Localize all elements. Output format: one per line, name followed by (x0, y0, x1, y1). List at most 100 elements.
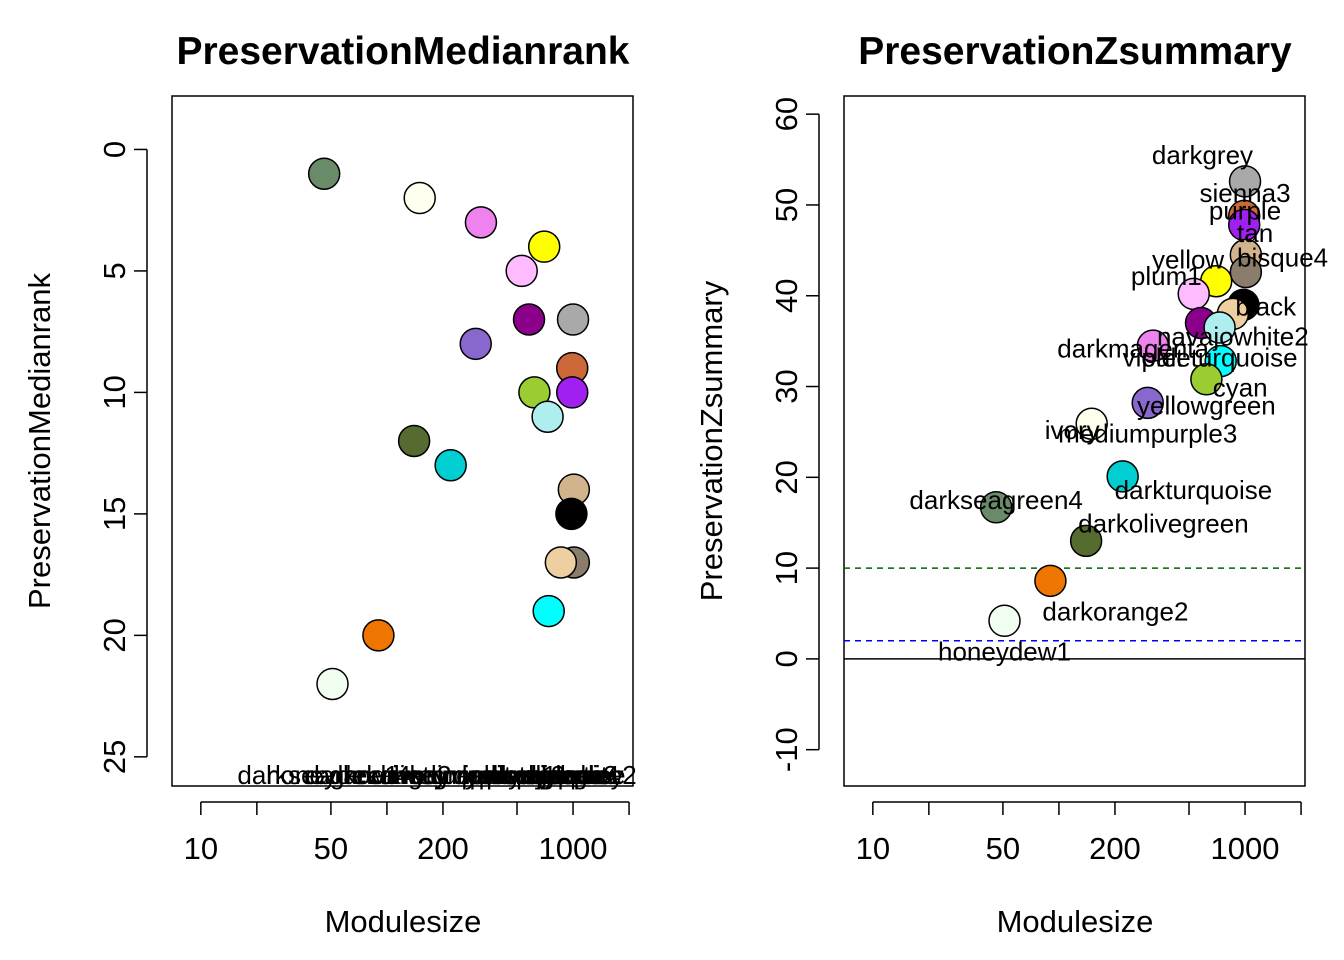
left-plot-frame (171, 95, 634, 787)
label-darkgrey: darkgrey (1152, 140, 1253, 170)
label-plum1: plum1 (1131, 261, 1202, 291)
y-tick-label: 20 (97, 618, 132, 652)
label-ivory: ivory (392, 760, 447, 790)
label-darkturquoise: darkturquoise (372, 760, 530, 790)
x-tick-label: 50 (314, 831, 348, 866)
point-mediumpurple3 (1131, 386, 1164, 420)
label-honeydew1: honeydew1 (266, 760, 399, 790)
left-chart-title: PreservationMedianrank (176, 30, 629, 73)
label-paleturquoise: paleturquoise (470, 760, 626, 790)
point-darkmagenta (512, 303, 546, 336)
right-y-axis: -10 0 10 20 30 40 50 60 (769, 97, 820, 772)
left-x-axis: 10 50 200 1000 (184, 801, 630, 866)
medianrank-panel: PreservationMedianrank Modulesize Preser… (22, 30, 637, 939)
point-honeydew1 (316, 667, 349, 701)
left-y-axis-label: PreservationMedianrank (22, 273, 57, 610)
y-tick-label: -10 (769, 727, 804, 772)
point-darkseagreen4 (307, 157, 341, 190)
label-ivory: ivory (1045, 415, 1100, 445)
label-darkmagenta: darkmagenta (453, 760, 605, 790)
y-tick-label: 30 (769, 369, 804, 403)
label-tan: tan (1237, 218, 1273, 248)
label-darkturquoise: darkturquoise (1115, 475, 1273, 505)
point-darkturquoise (434, 449, 467, 482)
label-sienna3: sienna3 (1199, 178, 1290, 208)
right-plot-frame (843, 95, 1306, 787)
point-violet (1136, 329, 1170, 362)
right-x-axis-label: Modulesize (997, 904, 1154, 939)
label-cyan: cyan (521, 760, 576, 790)
point-honeydew1 (988, 604, 1021, 638)
label-yellowgreen: yellowgreen (465, 760, 604, 790)
y-tick-label: 60 (769, 97, 804, 131)
point-bisque4 (1229, 255, 1263, 289)
right-reference-lines (844, 567, 1305, 660)
point-ivory (1075, 407, 1108, 440)
y-tick-label: 50 (769, 188, 804, 222)
point-mediumpurple3 (459, 327, 492, 361)
label-bisque4: bisque4 (528, 760, 619, 790)
label-darkolivegreen: darkolivegreen (329, 760, 500, 790)
label-navajowhite2: navajowhite2 (485, 760, 637, 790)
x-tick-label: 10 (184, 831, 218, 866)
left-y-axis: 0 5 10 15 20 25 (97, 141, 148, 774)
label-darkseagreen4: darkseagreen4 (909, 485, 1082, 515)
label-darkmagenta: darkmagenta (1057, 333, 1209, 363)
y-tick-label: 40 (769, 278, 804, 312)
label-yellow: yellow (508, 760, 580, 790)
y-tick-label: 20 (769, 460, 804, 494)
right-chart-title: PreservationZsummary (858, 30, 1292, 73)
label-honeydew1: honeydew1 (938, 637, 1071, 667)
point-yellow (527, 230, 561, 263)
label-cyan: cyan (1213, 372, 1268, 402)
label-plum1: plum1 (486, 760, 557, 790)
point-darkgrey (556, 303, 590, 336)
x-tick-label: 200 (1089, 831, 1141, 866)
point-violet (464, 206, 498, 239)
label-purple: purple (536, 760, 608, 790)
point-plum1 (505, 254, 538, 288)
right-points (979, 165, 1263, 638)
point-darkorange2 (1034, 564, 1067, 598)
x-tick-label: 1000 (539, 831, 608, 866)
left-x-axis-label: Modulesize (325, 904, 482, 939)
label-mediumpurple3: mediumpurple3 (386, 760, 565, 790)
label-purple: purple (1209, 195, 1281, 225)
y-tick-label: 10 (97, 375, 132, 409)
point-paleturquoise (531, 400, 564, 433)
zsummary-panel: PreservationZsummary Modulesize Preserva… (694, 30, 1328, 939)
x-tick-label: 10 (856, 831, 890, 866)
label-navajowhite2: navajowhite2 (1157, 322, 1309, 352)
point-black (555, 497, 588, 531)
label-black: black (541, 760, 603, 790)
y-tick-label: 0 (97, 141, 132, 158)
point-darkgrey (1228, 165, 1262, 198)
label-sienna3: sienna3 (527, 760, 618, 790)
point-darkorange2 (362, 619, 395, 652)
label-tan: tan (556, 760, 592, 790)
y-tick-label: 0 (769, 650, 804, 667)
label-black: black (1235, 292, 1297, 322)
point-darkturquoise (1106, 460, 1139, 493)
left-points (307, 157, 591, 701)
label-yellow: yellow (1152, 244, 1224, 274)
point-yellowgreen (1190, 363, 1223, 396)
y-tick-label: 10 (769, 551, 804, 585)
point-navajowhite2 (544, 546, 578, 579)
label-mediumpurple3: mediumpurple3 (1058, 419, 1237, 449)
y-tick-label: 5 (97, 262, 132, 279)
label-bisque4: bisque4 (1237, 243, 1328, 273)
right-y-axis-label: PreservationZsummary (694, 280, 729, 601)
label-darkseagreen4: darkseagreen4 (237, 760, 410, 790)
x-tick-label: 1000 (1211, 831, 1280, 866)
label-paleturquoise: paleturquoise (1142, 342, 1298, 372)
point-darkseagreen4 (979, 491, 1013, 524)
point-paleturquoise (1203, 311, 1236, 344)
label-darkorange2: darkorange2 (305, 760, 451, 790)
y-tick-label: 25 (97, 740, 132, 774)
right-x-axis: 10 50 200 1000 (856, 801, 1302, 866)
point-darkolivegreen (397, 424, 431, 458)
